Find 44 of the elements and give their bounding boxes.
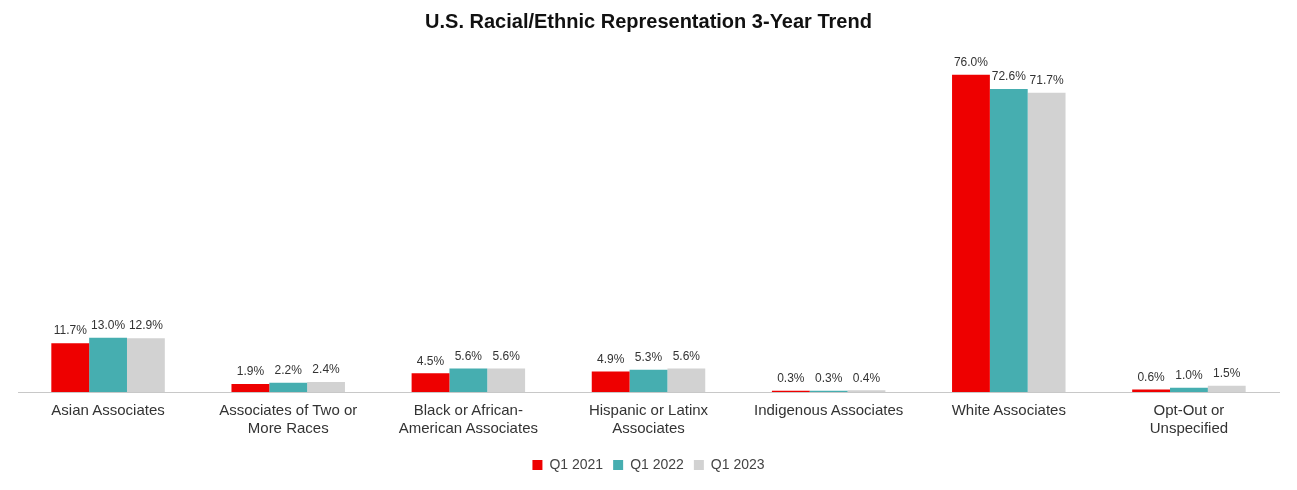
data-label: 1.9%: [236, 364, 265, 379]
x-tick-label: Hispanic or Latinx Associates: [588, 401, 709, 437]
bar: [629, 369, 668, 392]
x-tick-label: Associates of Two or More Races: [219, 401, 358, 437]
x-tick-label: Indigenous Associates: [754, 401, 904, 419]
bar: [1132, 389, 1171, 392]
data-label: 2.2%: [274, 363, 303, 378]
data-label: 72.6%: [991, 69, 1027, 84]
bar: [231, 384, 270, 392]
data-label: 71.7%: [1029, 72, 1064, 87]
bar: [89, 337, 127, 392]
bar: [51, 343, 90, 392]
data-label: 4.5%: [416, 353, 445, 368]
x-tick-label: White Associates: [951, 401, 1066, 419]
x-tick-label: Asian Associates: [51, 401, 165, 419]
x-tick-label: Opt-Out or Unspecified: [1149, 401, 1229, 437]
data-label: 12.9%: [128, 318, 164, 333]
bar: [411, 373, 450, 392]
bar: [952, 74, 990, 392]
data-label: 1.0%: [1175, 368, 1203, 383]
bar: [449, 368, 488, 392]
bar: [591, 371, 630, 392]
data-label: 4.9%: [596, 351, 625, 366]
data-label: 5.3%: [634, 350, 663, 365]
x-tick-label: Black or African-American Associates: [398, 401, 538, 437]
data-label: 0.3%: [814, 371, 843, 386]
legend-label: Q1 2021: [549, 455, 604, 472]
data-label: 5.6%: [492, 348, 521, 363]
data-label: 0.3%: [777, 371, 805, 386]
data-label: 11.7%: [53, 323, 88, 338]
bar: [989, 88, 1028, 392]
chart-title: U.S. Racial/Ethnic Representation 3-Year Trend: [425, 9, 872, 32]
data-label: 13.0%: [91, 318, 126, 333]
data-label: 0.4%: [852, 370, 881, 385]
data-label: 76.0%: [953, 55, 989, 70]
data-label: 2.4%: [312, 362, 341, 377]
data-label: 1.5%: [1213, 366, 1241, 381]
data-label: 5.6%: [672, 348, 701, 363]
data-label: 5.6%: [454, 348, 483, 363]
bar: [269, 382, 308, 392]
data-label: 0.6%: [1137, 369, 1166, 384]
bar: [1170, 387, 1208, 392]
legend-label: Q1 2023: [710, 455, 765, 472]
legend-label: Q1 2022: [630, 455, 685, 472]
